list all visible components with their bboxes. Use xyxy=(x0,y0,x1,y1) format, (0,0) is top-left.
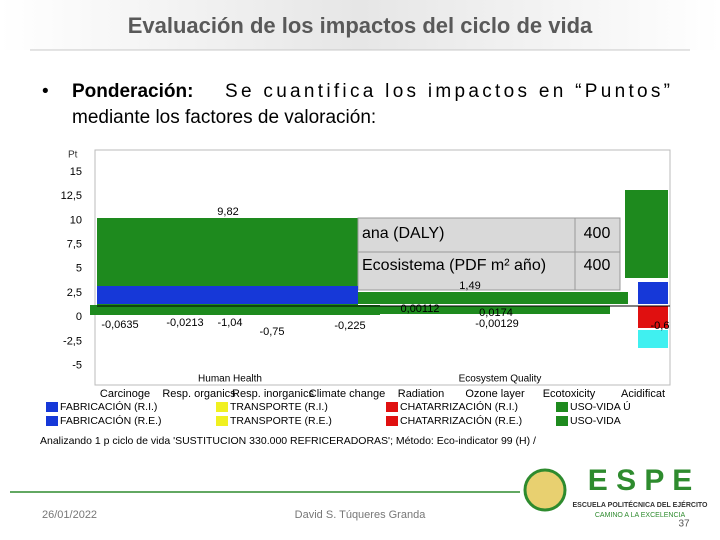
legend-swatch xyxy=(386,416,398,426)
legend-swatch xyxy=(556,402,568,412)
y-tick-label: 0 xyxy=(76,311,82,323)
table-overlay xyxy=(357,217,621,291)
value-label: 0,00112 xyxy=(401,303,440,315)
value-label: -0,0635 xyxy=(101,319,138,331)
table-cell: 400 xyxy=(584,257,611,274)
title-band xyxy=(0,0,720,50)
group-label: Human Health xyxy=(198,374,262,385)
legend-swatch xyxy=(216,416,228,426)
logo-school: ESCUELA POLITÉCNICA DEL EJÉRCITO xyxy=(573,500,709,509)
page-number: 37 xyxy=(678,519,690,530)
legend-swatch xyxy=(46,402,58,412)
category-label: Climate change xyxy=(309,388,385,400)
category-label: Carcinoge xyxy=(100,388,150,400)
bar xyxy=(625,190,668,278)
y-tick-label: 15 xyxy=(70,166,82,178)
legend-swatch xyxy=(216,402,228,412)
y-tick-label: -5 xyxy=(72,360,82,372)
axis-unit: Pt xyxy=(68,150,78,161)
chart-caption: Analizando 1 p ciclo de vida 'SUSTITUCIO… xyxy=(40,435,536,447)
footer-author: David S. Túqueres Granda xyxy=(295,509,427,521)
value-label: -0,00129 xyxy=(475,318,518,330)
value-label: -0,6 xyxy=(651,320,670,332)
legend-label: FABRICACIÓN (R.I.) xyxy=(60,400,157,413)
category-label: Ozone layer xyxy=(465,388,525,400)
bar xyxy=(358,292,628,304)
legend-swatch xyxy=(46,416,58,426)
legend-label: CHATARRIZACIÓN (R.I.) xyxy=(400,400,518,413)
bullet-text: Se cuantifica los impactos en “Puntos” xyxy=(225,81,670,102)
category-label: Resp. inorganics xyxy=(232,388,314,400)
legend-swatch xyxy=(386,402,398,412)
logo-motto: CAMINO A LA EXCELENCIA xyxy=(595,512,686,519)
chart: Pt 15 12,5 10 7,5 5 2,5 0 -2,5 -5 9,82 -0,0635 -0,… xyxy=(40,149,671,447)
bullet-text: mediante los factores de valoración: xyxy=(72,107,376,128)
logo-emblem xyxy=(523,468,567,512)
legend-label: TRANSPORTE (R.I.) xyxy=(230,401,328,413)
category-label: Ecotoxicity xyxy=(543,388,596,400)
legend-label: USO-VIDA xyxy=(570,415,621,427)
category-label: Resp. organics xyxy=(162,388,236,400)
table-cell: Ecosistema (PDF m² año) xyxy=(362,257,546,274)
y-tick-label: 12,5 xyxy=(61,190,82,202)
bar xyxy=(638,306,668,328)
y-tick-label: 10 xyxy=(70,214,82,226)
table-cell: ana (DALY) xyxy=(362,225,444,242)
legend-label: TRANSPORTE (R.E.) xyxy=(230,415,332,427)
value-label: -0,75 xyxy=(259,326,284,338)
table-cell: 400 xyxy=(584,225,611,242)
y-tick-label: 2,5 xyxy=(67,287,82,299)
y-tick-label: 7,5 xyxy=(67,239,82,251)
legend-label: CHATARRIZACIÓN (R.E.) xyxy=(400,414,522,427)
category-label: Radiation xyxy=(398,388,444,400)
bar xyxy=(97,286,358,304)
slide-title: Evaluación de los impactos del ciclo de … xyxy=(128,13,593,38)
value-label: 0,0174 xyxy=(479,307,513,319)
bar xyxy=(90,305,380,315)
value-label: 1,49 xyxy=(459,280,480,292)
value-label: -0,225 xyxy=(334,320,365,332)
bullet-mark: • xyxy=(42,81,49,102)
footer-date: 26/01/2022 xyxy=(42,509,97,521)
logo-text: E S P E xyxy=(588,464,693,497)
legend-label: FABRICACIÓN (R.E.) xyxy=(60,414,162,427)
y-tick-label: -2,5 xyxy=(63,335,82,347)
bar xyxy=(638,330,668,348)
bar xyxy=(638,282,668,304)
legend-label: USO-VIDA Ú xyxy=(570,400,631,413)
legend-swatch xyxy=(556,416,568,426)
bullet-label: Ponderación: xyxy=(72,81,193,102)
value-label: -0,0213 xyxy=(166,317,203,329)
y-tick-label: 5 xyxy=(76,263,82,275)
group-label: Ecosystem Quality xyxy=(459,374,542,385)
value-label: 9,82 xyxy=(217,206,238,218)
bar xyxy=(380,306,610,314)
category-label: Acidificat xyxy=(621,388,665,400)
value-label: -1,04 xyxy=(217,317,242,329)
